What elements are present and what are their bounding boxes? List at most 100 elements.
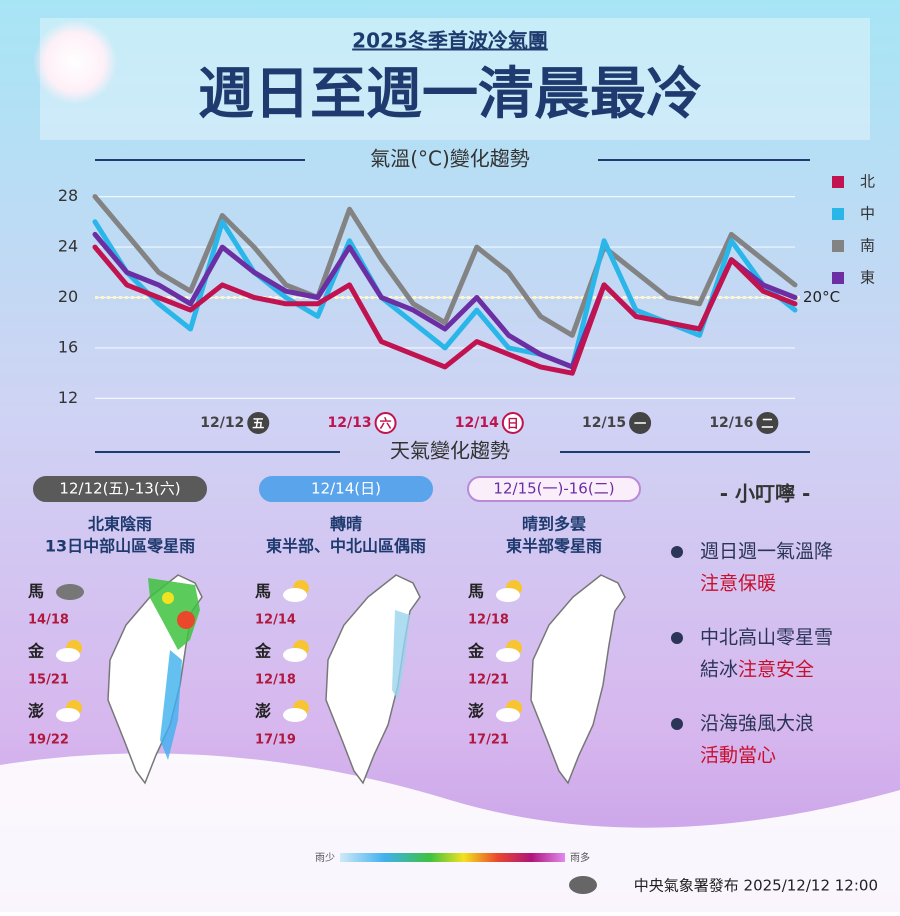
panel-headline: 東半部零星雨 bbox=[506, 537, 602, 556]
cloud-icon bbox=[496, 708, 520, 722]
cwa-logo bbox=[569, 876, 597, 894]
tip-alert: 注意安全 bbox=[738, 659, 814, 681]
tip-text: 中北高山零星雪 bbox=[700, 627, 833, 649]
panel-headline: 東半部、中北山區偶雨 bbox=[266, 537, 426, 556]
x-tick-label: 12/12 bbox=[200, 415, 244, 431]
snow-hill bbox=[0, 753, 900, 912]
y-tick-label: 16 bbox=[58, 337, 78, 356]
cloud-icon bbox=[283, 648, 307, 662]
panel-headline: 晴到多雲 bbox=[522, 515, 586, 534]
x-tick-label: 12/14 bbox=[455, 415, 499, 431]
island-temp: 17/19 bbox=[255, 733, 296, 748]
island-temp: 19/22 bbox=[28, 733, 69, 748]
date-label: 12/15(一)-16(二) bbox=[493, 480, 614, 498]
island-temp: 15/21 bbox=[28, 673, 69, 688]
legend-label: 東 bbox=[860, 269, 875, 287]
island-temp: 14/18 bbox=[28, 613, 69, 628]
date-pill bbox=[259, 476, 433, 502]
panel-headline: 北東陰雨 bbox=[88, 515, 152, 534]
day-label: 一 bbox=[634, 417, 646, 431]
footer: 中央氣象署發布 2025/12/12 12:00 bbox=[634, 877, 878, 895]
panel-headline: 轉晴 bbox=[330, 515, 362, 534]
chart: 12 16 20 24 28 20°C 12/12 五 12/13 六 12/14 日 12/15 一 12… bbox=[58, 173, 875, 434]
day-badge bbox=[501, 412, 524, 434]
island-temp: 12/14 bbox=[255, 613, 296, 628]
y-tick-label: 12 bbox=[58, 388, 78, 407]
tip-bullet bbox=[671, 546, 683, 558]
rain-legend-high: 雨多 bbox=[570, 851, 590, 864]
legend-label: 北 bbox=[860, 173, 875, 191]
tips-title: - 小叮嚀 - bbox=[720, 482, 811, 506]
day-label: 日 bbox=[507, 417, 519, 431]
date-label: 12/12(五)-13(六) bbox=[59, 480, 180, 498]
island-name: 馬 bbox=[255, 582, 271, 601]
island-temp: 12/21 bbox=[468, 673, 509, 688]
rain-legend-low: 雨少 bbox=[315, 852, 335, 864]
date-pill bbox=[33, 476, 207, 502]
rain-area bbox=[148, 578, 200, 650]
cloud-icon bbox=[496, 648, 520, 662]
cloud-icon bbox=[283, 588, 307, 602]
day-badge bbox=[629, 412, 652, 434]
island-temp: 17/21 bbox=[468, 733, 509, 748]
day-badge bbox=[247, 412, 270, 434]
rain-legend-bar bbox=[340, 853, 565, 862]
legend-label: 南 bbox=[860, 237, 875, 255]
x-tick-label: 12/16 bbox=[709, 415, 753, 431]
island-name: 金 bbox=[467, 642, 485, 661]
legend-swatch bbox=[832, 240, 844, 252]
cloud-icon bbox=[283, 708, 307, 722]
tip-text: 沿海強風大浪 bbox=[700, 713, 814, 735]
y-tick-label: 20 bbox=[58, 287, 78, 306]
cloud-icon bbox=[496, 588, 520, 602]
island-name: 澎 bbox=[28, 702, 44, 721]
tip-text: 結冰 bbox=[700, 659, 738, 681]
island-name: 金 bbox=[27, 642, 45, 661]
cloud-icon bbox=[56, 648, 80, 662]
day-label: 五 bbox=[252, 417, 264, 431]
date-label: 12/14(日) bbox=[311, 480, 381, 498]
panel-headline: 13日中部山區零星雨 bbox=[45, 537, 195, 556]
island-temp: 12/18 bbox=[468, 613, 509, 628]
x-tick-label: 12/15 bbox=[582, 415, 626, 431]
taiwan-map bbox=[530, 574, 626, 785]
rain-area bbox=[392, 610, 410, 700]
day-label: 六 bbox=[380, 416, 392, 431]
chart-title: 氣溫(°C)變化趨勢 bbox=[370, 147, 530, 171]
rain-area bbox=[160, 650, 182, 760]
legend-label: 中 bbox=[860, 205, 875, 223]
tip-bullet bbox=[671, 718, 683, 730]
day-badge bbox=[374, 412, 397, 434]
section-title: 天氣變化趨勢 bbox=[390, 439, 510, 463]
legend-swatch bbox=[832, 208, 844, 220]
rain-area bbox=[162, 592, 174, 604]
sun bbox=[33, 20, 117, 104]
tip-bullet bbox=[671, 632, 683, 644]
island-name: 澎 bbox=[468, 702, 484, 721]
day-badge bbox=[756, 412, 779, 434]
tip-text: 週日週一氣溫降 bbox=[700, 541, 833, 563]
y-tick-label: 24 bbox=[58, 237, 78, 256]
y-tick-label: 28 bbox=[58, 186, 78, 205]
rain-area bbox=[177, 611, 195, 629]
x-tick-label: 12/13 bbox=[328, 415, 372, 431]
tip-alert: 活動當心 bbox=[700, 745, 776, 767]
island-name: 馬 bbox=[28, 582, 44, 601]
island-temp: 12/18 bbox=[255, 673, 296, 688]
legend-swatch bbox=[832, 272, 844, 284]
series-line bbox=[92, 194, 798, 338]
series-line bbox=[92, 244, 798, 376]
island-name: 金 bbox=[254, 642, 272, 661]
header-box bbox=[40, 18, 870, 140]
tip-alert: 注意保暖 bbox=[700, 573, 776, 595]
cloud-icon bbox=[56, 584, 84, 600]
date-pill bbox=[467, 476, 641, 502]
header-title: 週日至週一清晨最冷 bbox=[198, 62, 702, 127]
day-label: 二 bbox=[761, 417, 773, 431]
island-name: 馬 bbox=[468, 582, 484, 601]
island-name: 澎 bbox=[255, 702, 271, 721]
header-subtitle: 2025冬季首波冷氣團 bbox=[352, 29, 548, 53]
